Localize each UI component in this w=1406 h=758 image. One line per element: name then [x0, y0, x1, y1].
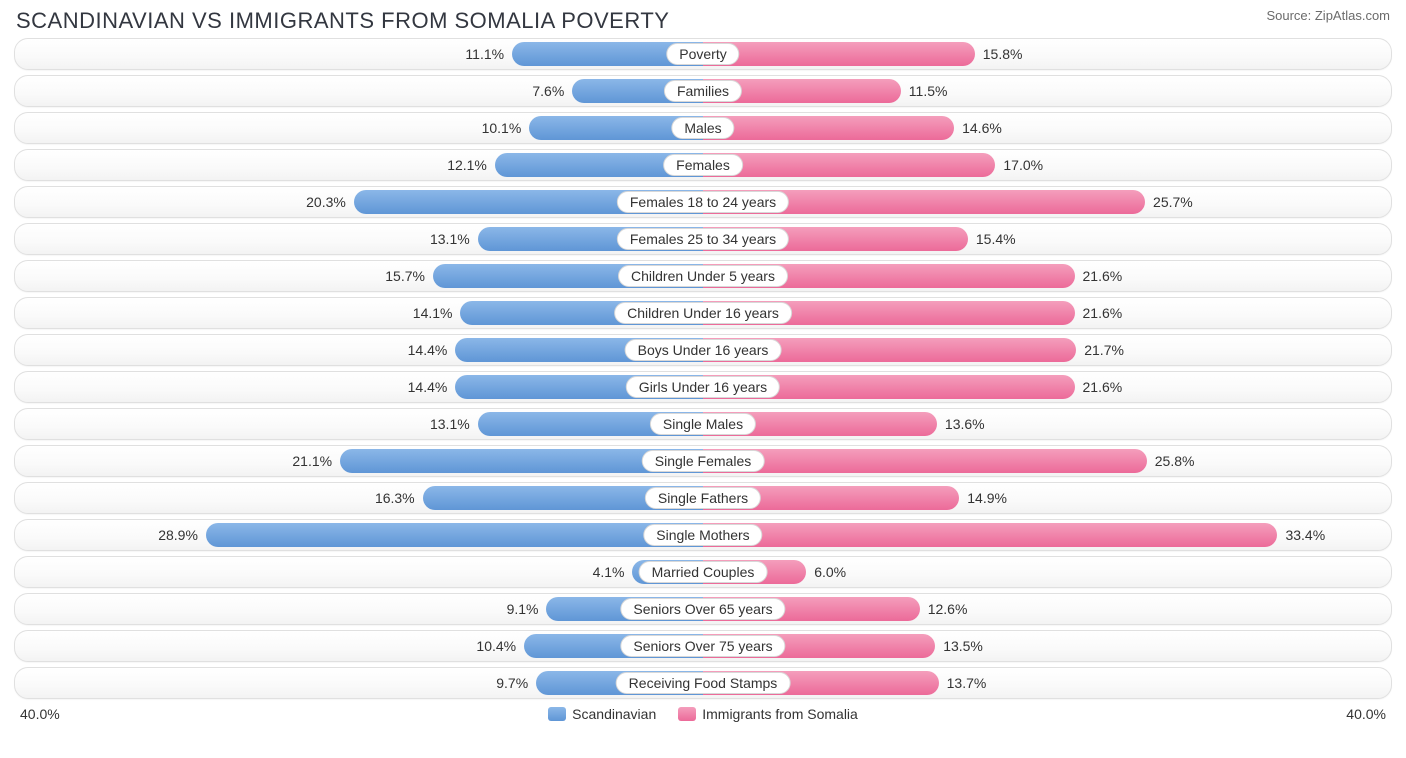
- category-label: Children Under 16 years: [614, 302, 792, 324]
- value-right: 6.0%: [814, 564, 846, 580]
- value-right: 21.7%: [1084, 342, 1124, 358]
- category-label: Families: [664, 80, 742, 102]
- axis-right-max: 40.0%: [1346, 706, 1386, 722]
- bar-right: [703, 449, 1147, 473]
- legend-swatch-left: [548, 707, 566, 721]
- chart-row: Married Couples 4.1% 6.0%: [14, 556, 1392, 588]
- category-label: Single Females: [642, 450, 765, 472]
- category-label: Poverty: [666, 43, 739, 65]
- value-left: 9.1%: [507, 601, 539, 617]
- value-right: 21.6%: [1083, 305, 1123, 321]
- chart-row: Girls Under 16 years 14.4% 21.6%: [14, 371, 1392, 403]
- value-left: 21.1%: [292, 453, 332, 469]
- category-label: Seniors Over 75 years: [620, 635, 785, 657]
- chart-area: Poverty 11.1% 15.8% Families 7.6% 11.5% Males 1…: [0, 38, 1406, 699]
- category-label: Girls Under 16 years: [626, 376, 780, 398]
- chart-row: Single Males 13.1% 13.6%: [14, 408, 1392, 440]
- value-right: 12.6%: [928, 601, 968, 617]
- legend-item-right: Immigrants from Somalia: [678, 706, 858, 722]
- category-label: Single Males: [650, 413, 756, 435]
- chart-row: Females 12.1% 17.0%: [14, 149, 1392, 181]
- value-left: 4.1%: [593, 564, 625, 580]
- category-label: Receiving Food Stamps: [616, 672, 791, 694]
- value-right: 25.8%: [1155, 453, 1195, 469]
- value-left: 13.1%: [430, 416, 470, 432]
- value-left: 10.1%: [482, 120, 522, 136]
- category-label: Married Couples: [639, 561, 768, 583]
- category-label: Single Mothers: [643, 524, 762, 546]
- value-left: 9.7%: [496, 675, 528, 691]
- value-right: 13.5%: [943, 638, 983, 654]
- value-left: 10.4%: [476, 638, 516, 654]
- value-right: 15.8%: [983, 46, 1023, 62]
- chart-row: Females 25 to 34 years 13.1% 15.4%: [14, 223, 1392, 255]
- value-right: 14.6%: [962, 120, 1002, 136]
- bar-right: [703, 523, 1277, 547]
- chart-row: Children Under 16 years 14.1% 21.6%: [14, 297, 1392, 329]
- value-right: 33.4%: [1285, 527, 1325, 543]
- chart-row: Receiving Food Stamps 9.7% 13.7%: [14, 667, 1392, 699]
- legend-label-right: Immigrants from Somalia: [702, 706, 858, 722]
- value-right: 21.6%: [1083, 379, 1123, 395]
- category-label: Boys Under 16 years: [625, 339, 782, 361]
- chart-row: Single Females 21.1% 25.8%: [14, 445, 1392, 477]
- value-left: 15.7%: [385, 268, 425, 284]
- category-label: Females: [663, 154, 743, 176]
- value-left: 16.3%: [375, 490, 415, 506]
- value-right: 13.7%: [947, 675, 987, 691]
- value-right: 15.4%: [976, 231, 1016, 247]
- value-left: 14.1%: [413, 305, 453, 321]
- category-label: Single Fathers: [645, 487, 761, 509]
- chart-title: SCANDINAVIAN VS IMMIGRANTS FROM SOMALIA …: [16, 8, 669, 34]
- value-right: 21.6%: [1083, 268, 1123, 284]
- source-attribution: Source: ZipAtlas.com: [1266, 8, 1390, 23]
- value-left: 14.4%: [408, 342, 448, 358]
- chart-row: Single Mothers 28.9% 33.4%: [14, 519, 1392, 551]
- chart-row: Females 18 to 24 years 20.3% 25.7%: [14, 186, 1392, 218]
- chart-row: Seniors Over 65 years 9.1% 12.6%: [14, 593, 1392, 625]
- legend-item-left: Scandinavian: [548, 706, 656, 722]
- category-label: Children Under 5 years: [618, 265, 788, 287]
- chart-row: Males 10.1% 14.6%: [14, 112, 1392, 144]
- value-left: 11.1%: [465, 46, 504, 62]
- chart-row: Single Fathers 16.3% 14.9%: [14, 482, 1392, 514]
- value-left: 28.9%: [158, 527, 198, 543]
- chart-row: Families 7.6% 11.5%: [14, 75, 1392, 107]
- chart-row: Poverty 11.1% 15.8%: [14, 38, 1392, 70]
- value-left: 13.1%: [430, 231, 470, 247]
- chart-row: Children Under 5 years 15.7% 21.6%: [14, 260, 1392, 292]
- axis-left-max: 40.0%: [20, 706, 60, 722]
- bar-right: [703, 116, 954, 140]
- category-label: Females 18 to 24 years: [617, 191, 789, 213]
- value-left: 14.4%: [408, 379, 448, 395]
- bar-right: [703, 42, 975, 66]
- legend-swatch-right: [678, 707, 696, 721]
- value-left: 20.3%: [306, 194, 346, 210]
- legend: Scandinavian Immigrants from Somalia: [548, 706, 858, 722]
- category-label: Seniors Over 65 years: [620, 598, 785, 620]
- value-right: 13.6%: [945, 416, 985, 432]
- chart-row: Seniors Over 75 years 10.4% 13.5%: [14, 630, 1392, 662]
- category-label: Males: [671, 117, 734, 139]
- chart-row: Boys Under 16 years 14.4% 21.7%: [14, 334, 1392, 366]
- value-right: 17.0%: [1003, 157, 1043, 173]
- value-left: 7.6%: [532, 83, 564, 99]
- value-right: 25.7%: [1153, 194, 1193, 210]
- legend-label-left: Scandinavian: [572, 706, 656, 722]
- bar-right: [703, 153, 995, 177]
- value-left: 12.1%: [447, 157, 487, 173]
- value-right: 11.5%: [909, 83, 948, 99]
- bar-left: [206, 523, 703, 547]
- category-label: Females 25 to 34 years: [617, 228, 789, 250]
- value-right: 14.9%: [967, 490, 1007, 506]
